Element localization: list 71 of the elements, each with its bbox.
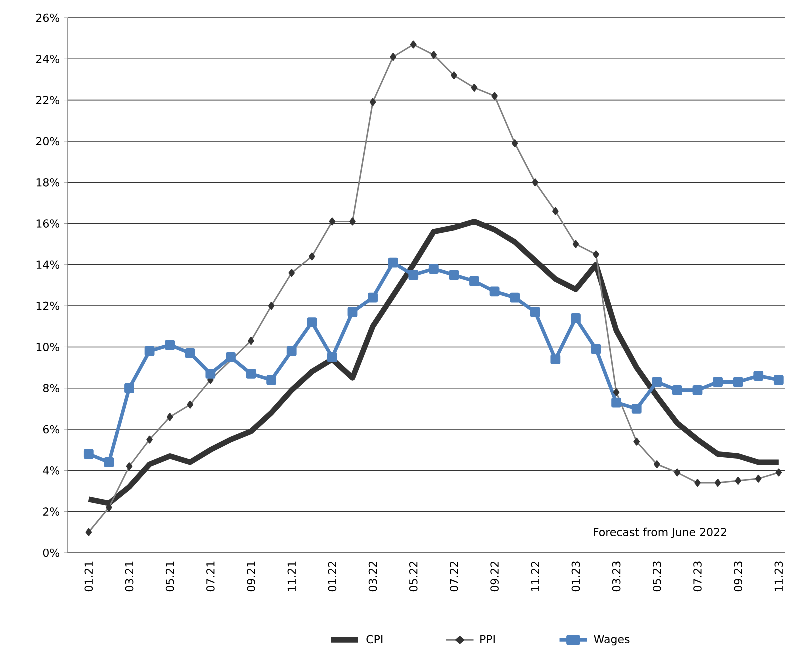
y-tick-label: 10% <box>36 343 60 352</box>
point <box>550 354 561 365</box>
x-tick-label: 11.21 <box>288 562 296 592</box>
x-tick-label: 01.21 <box>84 562 94 592</box>
x-tick-label: 05.22 <box>409 562 418 592</box>
y-tick-label: 20% <box>36 137 60 146</box>
x-tick-label: 09.22 <box>490 562 499 592</box>
point <box>408 270 419 280</box>
point <box>571 313 581 324</box>
x-tick-label: 09.21 <box>247 562 256 592</box>
y-tick-label: 14% <box>36 260 60 270</box>
y-tick-label: 24% <box>36 54 60 64</box>
y-tick-label: 16% <box>36 220 60 228</box>
y-tick-label: 4% <box>43 466 60 475</box>
point <box>449 270 460 280</box>
y-tick-label: 18% <box>36 178 60 187</box>
point <box>84 449 94 460</box>
point <box>307 318 318 328</box>
y-tick-label: 2% <box>43 508 60 516</box>
point <box>632 404 642 414</box>
point <box>124 383 134 394</box>
point <box>348 307 358 318</box>
x-tick-label: 05.23 <box>652 562 662 592</box>
point <box>591 344 602 354</box>
y-tick-label: 0% <box>43 548 60 558</box>
x-tick-label: 07.21 <box>206 562 215 592</box>
point <box>165 340 176 350</box>
point <box>368 292 378 303</box>
x-tick-label: 01.23 <box>572 562 580 592</box>
point <box>246 369 256 379</box>
point <box>692 385 703 396</box>
y-tick-label: 8% <box>43 384 60 393</box>
legend-label: CPI <box>366 635 383 644</box>
point <box>428 264 439 274</box>
x-tick-label: 03.23 <box>612 562 621 592</box>
point <box>672 385 682 396</box>
point <box>470 276 480 286</box>
point <box>733 377 744 388</box>
x-tick-label: 05.21 <box>166 562 174 592</box>
point <box>286 346 297 356</box>
point <box>754 371 764 381</box>
point <box>490 286 500 297</box>
point <box>388 258 398 268</box>
point <box>144 346 155 356</box>
y-tick-label: 26% <box>36 14 60 22</box>
point <box>327 352 338 362</box>
point <box>226 352 236 362</box>
y-tick-label: 22% <box>36 96 60 104</box>
legend-label: PPI <box>480 635 495 644</box>
x-tick-label: 03.21 <box>125 562 134 592</box>
point <box>774 375 784 386</box>
x-tick-label: 09.23 <box>734 562 742 592</box>
y-tick-label: 6% <box>43 425 60 434</box>
x-tick-label: 03.22 <box>368 562 378 592</box>
point <box>652 377 662 388</box>
point <box>104 457 114 468</box>
x-tick-label: 07.23 <box>694 562 702 592</box>
point <box>612 398 622 408</box>
point <box>713 377 723 388</box>
x-tick-label: 11.23 <box>774 562 784 592</box>
x-tick-label: 01.22 <box>328 562 337 592</box>
x-tick-label: 11.22 <box>531 562 540 592</box>
point <box>206 369 216 379</box>
point <box>510 292 520 303</box>
y-tick-label: 12% <box>36 302 60 310</box>
x-tick-label: 07.22 <box>450 562 458 592</box>
annotation: Forecast from June 2022 <box>594 528 726 538</box>
legend-label: Wages <box>594 635 630 646</box>
point <box>185 348 196 358</box>
point <box>266 375 277 386</box>
point <box>530 307 540 318</box>
